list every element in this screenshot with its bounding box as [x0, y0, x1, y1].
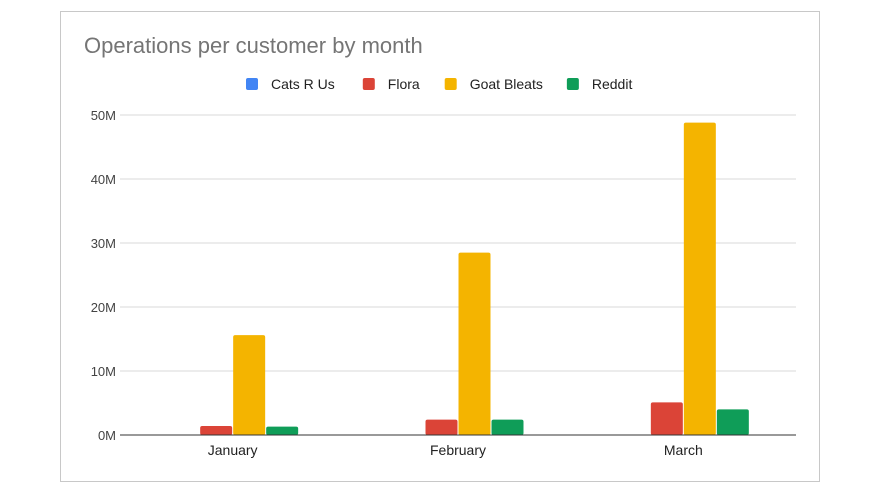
bar-flora [425, 419, 458, 435]
x-tick-label: March [664, 442, 703, 458]
y-tick-label: 40M [91, 172, 116, 187]
y-axis: 0M 10M 20M 30M 40M 50M [91, 108, 116, 443]
x-axis: January February March [120, 434, 796, 458]
legend-item: Reddit [566, 76, 633, 92]
legend-label: Cats R Us [271, 76, 335, 92]
legend-label: Flora [388, 76, 420, 92]
bar-goat-bleats [458, 252, 491, 435]
bar-flora [650, 402, 683, 435]
legend-label: Reddit [592, 76, 633, 92]
y-tick-label: 0M [98, 428, 116, 443]
legend-swatch [246, 78, 258, 90]
bar-reddit [491, 419, 524, 435]
chart-legend: Cats R Us Flora Goat Bleats Reddit [246, 76, 632, 92]
legend-item: Flora [362, 76, 420, 92]
x-tick-label: February [430, 442, 486, 458]
y-tick-label: 50M [91, 108, 116, 123]
gridlines [120, 114, 796, 372]
chart-title: Operations per customer by month [84, 33, 423, 58]
bars [200, 122, 749, 436]
y-tick-label: 20M [91, 300, 116, 315]
y-tick-label: 30M [91, 236, 116, 251]
bar-reddit [716, 409, 749, 435]
bar-flora [200, 426, 233, 435]
x-tick-label: January [208, 442, 258, 458]
bar-reddit [266, 426, 299, 435]
legend-swatch [362, 78, 375, 90]
y-tick-label: 10M [91, 364, 116, 379]
legend-swatch [566, 78, 579, 90]
bar-goat-bleats [233, 335, 266, 435]
legend-item: Cats R Us [246, 76, 335, 92]
legend-item: Goat Bleats [444, 76, 543, 92]
legend-label: Goat Bleats [470, 76, 543, 92]
legend-swatch [444, 78, 457, 90]
bar-goat-bleats [683, 122, 716, 436]
